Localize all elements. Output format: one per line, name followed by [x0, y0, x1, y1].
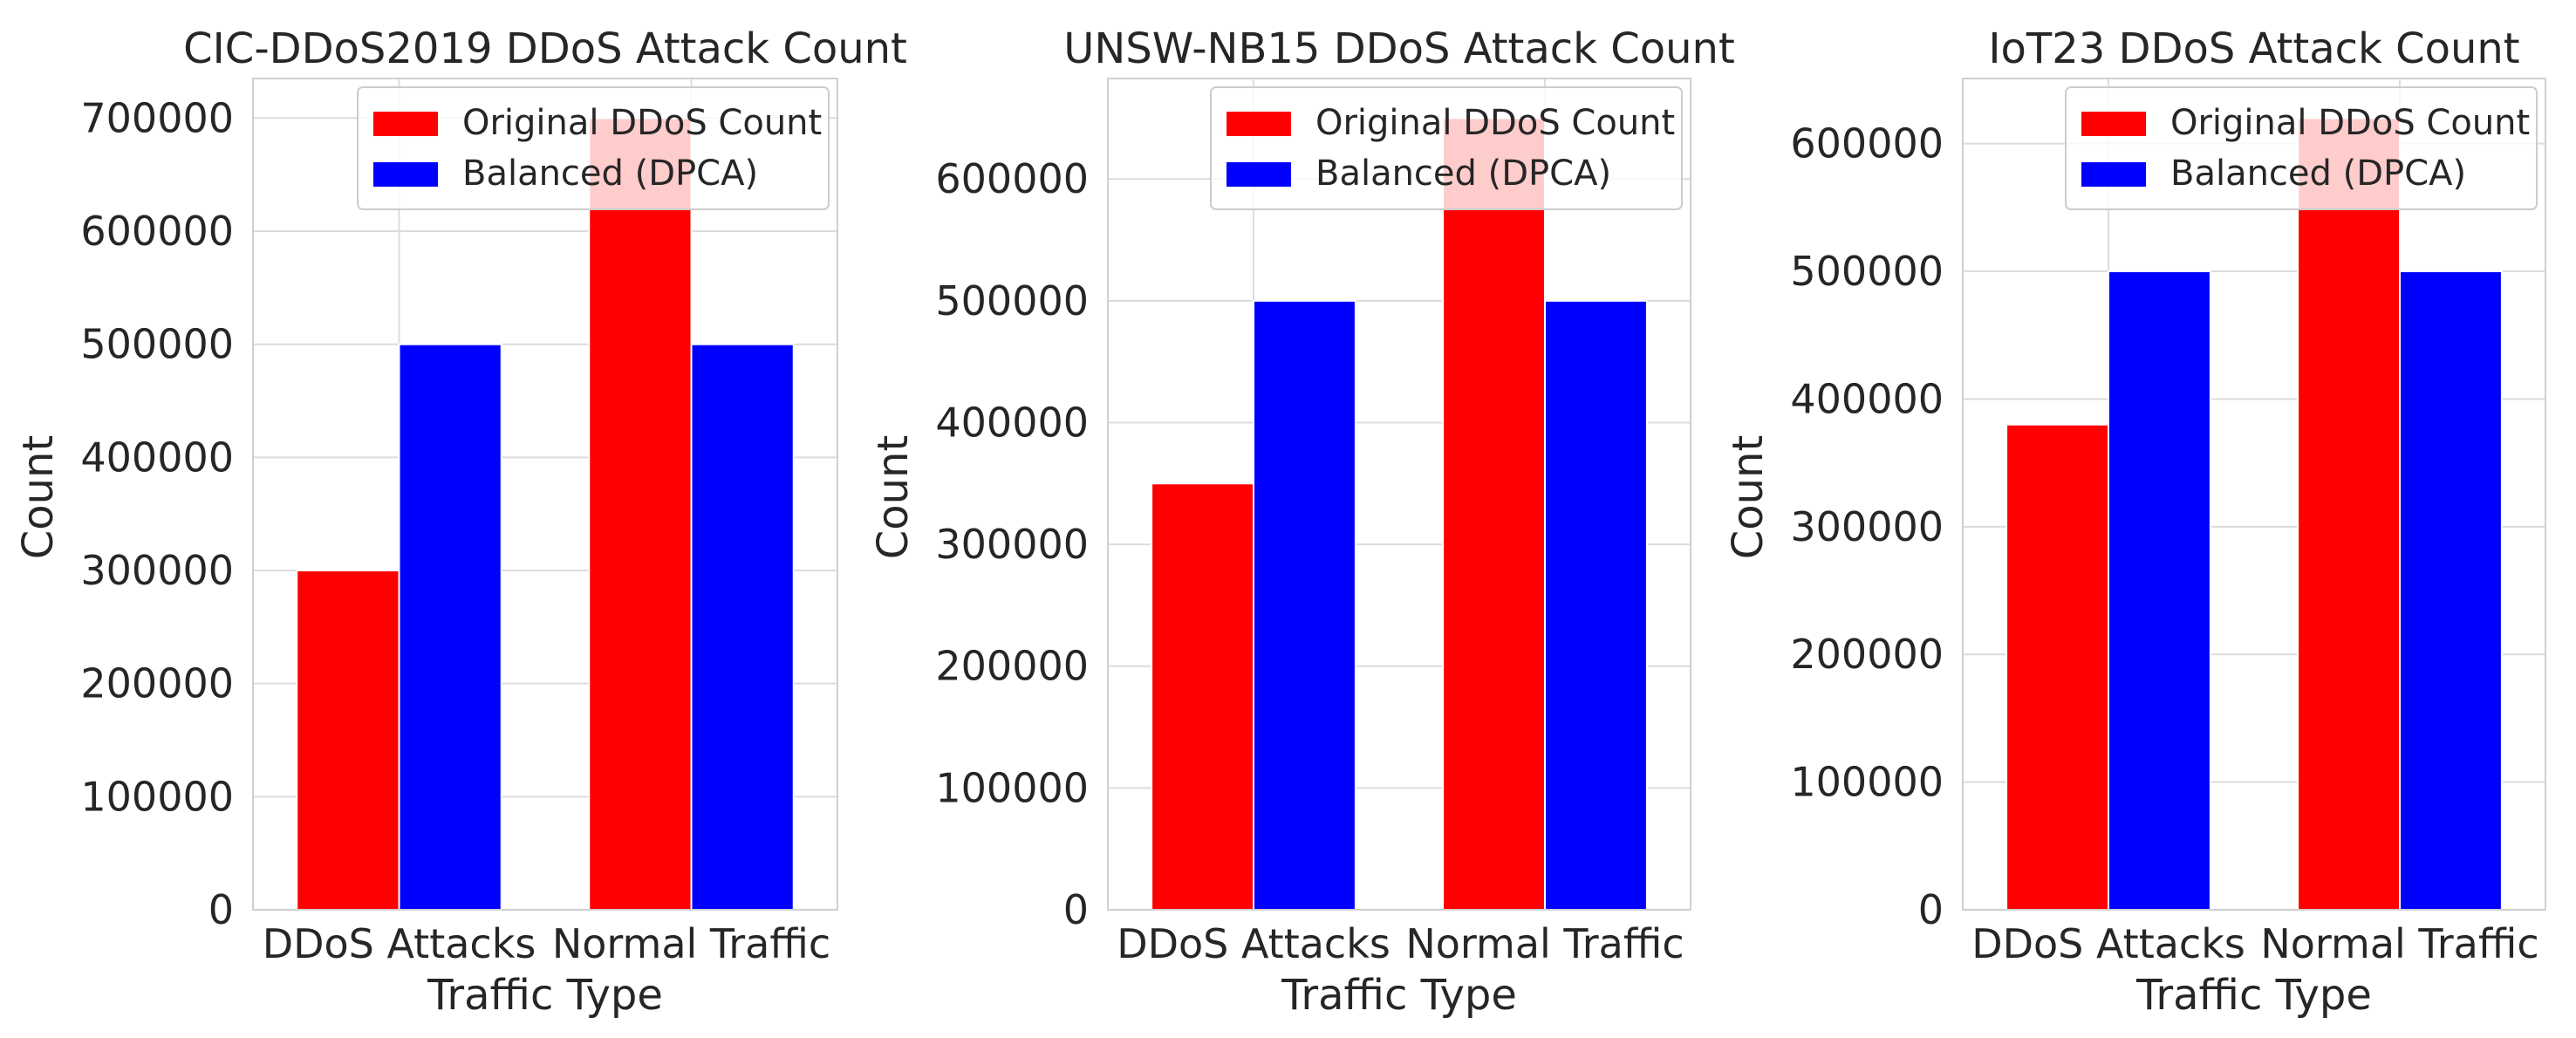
legend-swatch [373, 162, 438, 187]
chart-title: CIC-DDoS2019 DDoS Attack Count [183, 24, 907, 73]
y-tick-label: 400000 [1790, 375, 1944, 422]
legend-box [357, 86, 830, 210]
y-tick-label: 600000 [1790, 120, 1944, 167]
x-tick-label: DDoS Attacks [1117, 920, 1390, 967]
x-axis-label: Traffic Type [1281, 971, 1517, 1020]
bar [2108, 270, 2211, 912]
bar [1151, 482, 1254, 911]
legend-label: Original DDoS Count [2170, 103, 2530, 143]
bar [2399, 270, 2503, 912]
y-tick-label: 300000 [1790, 503, 1944, 550]
legend-box [2065, 86, 2538, 210]
y-axis-label: Count [869, 435, 918, 560]
legend-label: Balanced (DPCA) [462, 154, 758, 194]
y-tick-label: 200000 [1790, 631, 1944, 678]
bar [2297, 117, 2402, 911]
bar [1544, 299, 1648, 912]
bar [588, 117, 693, 911]
bar [398, 343, 502, 911]
bar [690, 343, 795, 911]
y-tick-label: 0 [1918, 886, 1944, 933]
y-tick-label: 300000 [935, 521, 1089, 568]
y-tick-label: 0 [208, 886, 234, 933]
y-axis-label: Count [1724, 435, 1773, 560]
y-tick-label: 500000 [80, 321, 234, 368]
y-tick-label: 500000 [935, 277, 1089, 324]
y-tick-label: 200000 [80, 660, 234, 707]
y-tick-label: 0 [1063, 886, 1089, 933]
legend-swatch [1227, 112, 1291, 136]
x-axis-label: Traffic Type [2135, 971, 2372, 1020]
y-tick-label: 600000 [935, 155, 1089, 202]
bar [1253, 299, 1356, 912]
legend-label: Original DDoS Count [1315, 103, 1675, 143]
chart-panel-2: UNSW-NB15 DDoS Attack Count Count Traffi… [869, 24, 1735, 1020]
chart-title: UNSW-NB15 DDoS Attack Count [1063, 24, 1735, 73]
legend-label: Original DDoS Count [462, 103, 822, 143]
bar [296, 570, 400, 911]
y-tick-label: 100000 [1790, 759, 1944, 806]
legend-label: Balanced (DPCA) [1315, 154, 1611, 194]
axes-frame [1962, 78, 2546, 911]
y-tick-label: 500000 [1790, 248, 1944, 295]
legend-box [1210, 86, 1683, 210]
y-tick-label: 600000 [80, 208, 234, 255]
legend-swatch [2081, 112, 2146, 136]
chart-panel-1: CIC-DDoS2019 DDoS Attack Count Count Tra… [14, 24, 907, 1020]
x-tick-label: Normal Traffic [2260, 920, 2538, 967]
x-tick-label: DDoS Attacks [1971, 920, 2245, 967]
chart-panel-3: IoT23 DDoS Attack Count Count Traffic Ty… [1724, 24, 2546, 1020]
y-axis-label: Count [14, 435, 63, 560]
x-tick-label: Normal Traffic [1405, 920, 1684, 967]
axes-frame [252, 78, 838, 911]
chart-title: IoT23 DDoS Attack Count [1988, 24, 2519, 73]
bar [2005, 423, 2110, 911]
x-tick-label: DDoS Attacks [263, 920, 536, 967]
y-tick-label: 100000 [80, 773, 234, 820]
y-tick-label: 300000 [80, 547, 234, 594]
legend-label: Balanced (DPCA) [2170, 154, 2466, 194]
legend-swatch [373, 112, 438, 136]
x-tick-label: Normal Traffic [552, 920, 830, 967]
y-tick-label: 100000 [935, 764, 1089, 811]
legend-swatch [1227, 162, 1291, 187]
bar [1442, 117, 1546, 911]
y-tick-label: 400000 [80, 434, 234, 481]
legend-swatch [2081, 162, 2146, 187]
y-tick-label: 200000 [935, 643, 1089, 690]
x-axis-label: Traffic Type [427, 971, 663, 1020]
axes-frame [1107, 78, 1691, 911]
y-tick-label: 700000 [80, 94, 234, 141]
y-tick-label: 400000 [935, 399, 1089, 446]
